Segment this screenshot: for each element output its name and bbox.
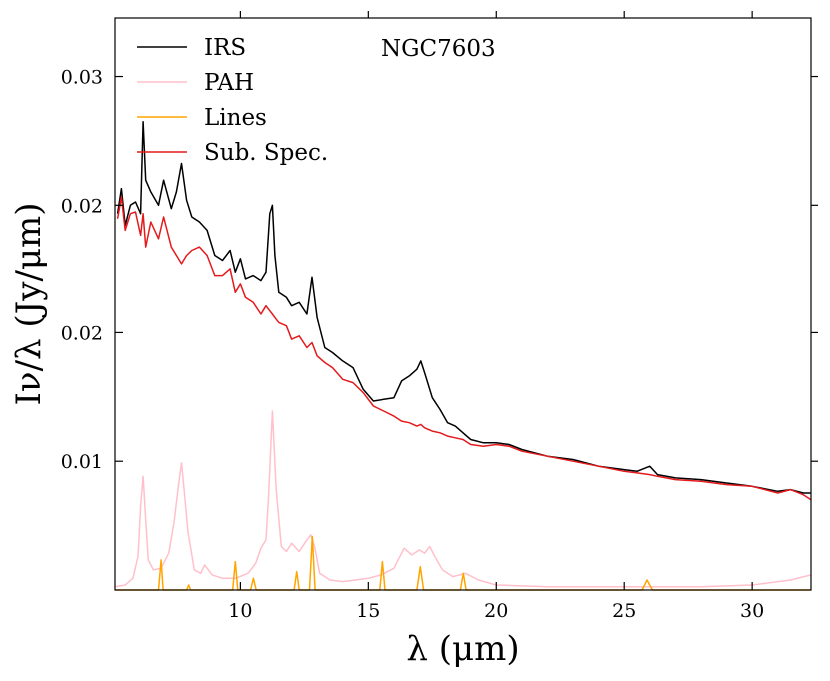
x-tick-label: 15 bbox=[356, 600, 380, 622]
legend-label-pah: PAH bbox=[204, 70, 254, 96]
series-line-sub-spec bbox=[116, 196, 812, 501]
x-tick-label: 20 bbox=[484, 600, 508, 622]
y-axis: 0.01 0.02 0.02 0.03 bbox=[61, 67, 818, 473]
y-tick-label: 0.02 bbox=[61, 195, 103, 217]
plot-frame bbox=[114, 17, 812, 591]
x-tick-label: 30 bbox=[740, 600, 764, 622]
y-axis-title: Iν/λ (Jy/μm) bbox=[9, 202, 49, 405]
series-line-lines bbox=[115, 535, 811, 591]
series-line-pah bbox=[114, 410, 812, 588]
x-tick-label: 25 bbox=[612, 600, 636, 622]
y-tick-label: 0.03 bbox=[61, 67, 103, 89]
series-layer bbox=[114, 120, 812, 591]
y-tick-label: 0.02 bbox=[61, 322, 103, 344]
object-name-annotation: NGC7603 bbox=[381, 36, 496, 62]
legend-label-sub-spec: Sub. Spec. bbox=[204, 140, 328, 166]
x-tick-label: 10 bbox=[228, 600, 252, 622]
legend-label-lines: Lines bbox=[204, 105, 267, 131]
x-axis-title: λ (μm) bbox=[406, 629, 519, 669]
y-tick-label: 0.01 bbox=[61, 451, 103, 473]
x-axis: 10 15 20 25 30 bbox=[228, 11, 764, 622]
legend-label-irs: IRS bbox=[204, 35, 246, 61]
legend: IRS PAH Lines Sub. Spec. bbox=[137, 35, 328, 166]
